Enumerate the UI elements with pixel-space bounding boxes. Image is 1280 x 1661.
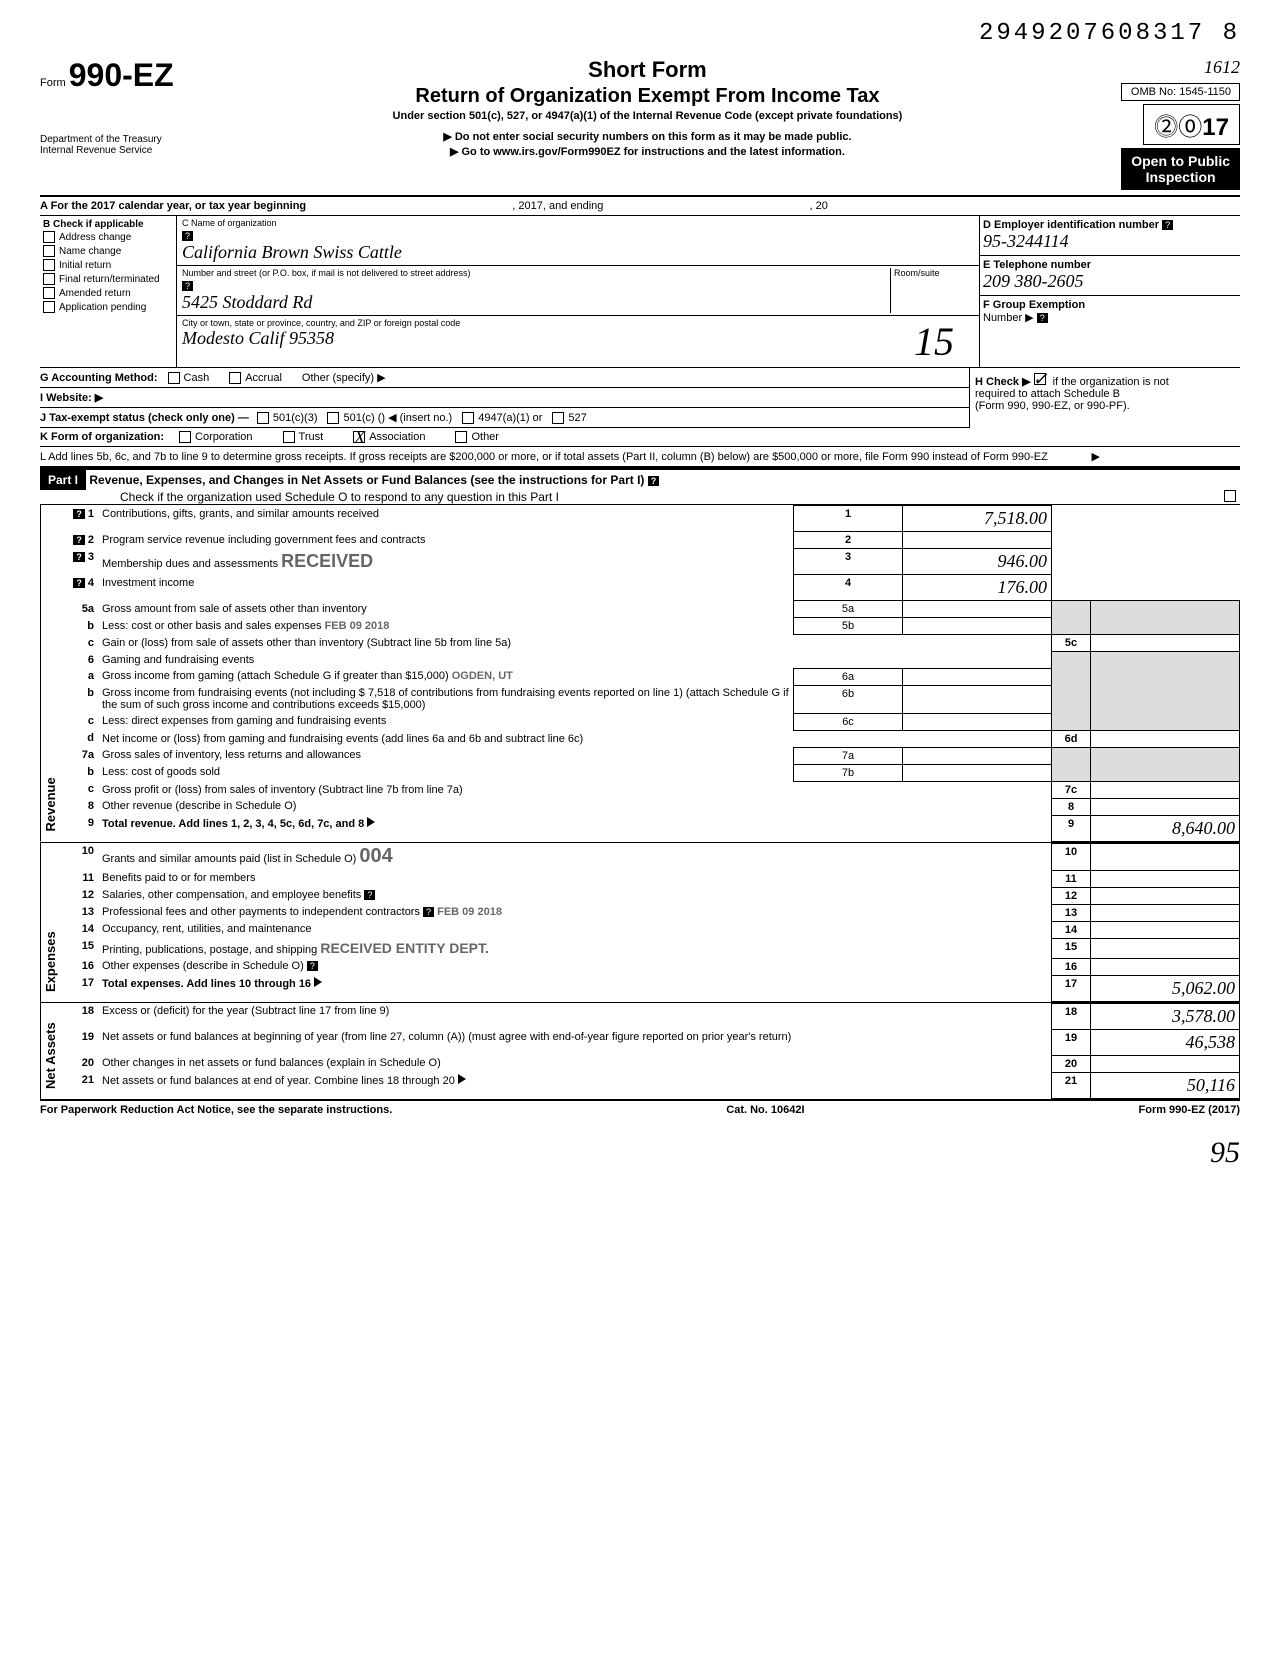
section-k-form-org: K Form of organization: Corporation Trus…: [40, 428, 1240, 447]
addr-label: Number and street (or P.O. box, if mail …: [182, 268, 890, 278]
top-document-number: 2949207608317 8: [40, 20, 1240, 47]
org-name-label: C Name of organization: [182, 218, 974, 228]
subtitle-section: Under section 501(c), 527, or 4947(a)(1)…: [194, 110, 1102, 122]
net-assets-section: Net Assets 18Excess or (deficit) for the…: [40, 1003, 1240, 1101]
footer-cat-no: Cat. No. 10642I: [726, 1104, 804, 1116]
checkbox-address-change[interactable]: [43, 231, 55, 243]
checkbox-amended[interactable]: [43, 287, 55, 299]
revenue-label: Revenue: [40, 505, 60, 842]
checkbox-trust[interactable]: [283, 431, 295, 443]
section-a-tax-year: A For the 2017 calendar year, or tax yea…: [40, 197, 1240, 216]
form-number-block: Form 990-EZ Department of the Treasury I…: [40, 57, 174, 156]
checkbox-name-change[interactable]: [43, 245, 55, 257]
checkbox-sched-o[interactable]: [1224, 490, 1236, 502]
checkbox-final-return[interactable]: [43, 273, 55, 285]
page-footer: For Paperwork Reduction Act Notice, see …: [40, 1101, 1240, 1116]
footer-paperwork: For Paperwork Reduction Act Notice, see …: [40, 1104, 392, 1116]
form-header: Form 990-EZ Department of the Treasury I…: [40, 57, 1240, 197]
expenses-section: Expenses 10Grants and similar amounts pa…: [40, 843, 1240, 1003]
ein-label: D Employer identification number: [983, 219, 1159, 231]
expenses-label: Expenses: [40, 843, 60, 1002]
checkbox-501c[interactable]: [327, 412, 339, 424]
checkbox-accrual[interactable]: [229, 372, 241, 384]
title-return: Return of Organization Exempt From Incom…: [194, 85, 1102, 108]
tel-label: E Telephone number: [983, 259, 1091, 271]
header-right: 1612 OMB No: 1545-1150 ⓶⓪201717 Open to …: [1121, 57, 1240, 190]
room-label: Room/suite: [894, 268, 974, 278]
dept-treasury: Department of the Treasury: [40, 134, 174, 145]
section-h: H Check ▶ ✓ if the organization is not r…: [969, 368, 1240, 428]
revenue-section: Revenue ? 1Contributions, gifts, grants,…: [40, 505, 1240, 843]
checkbox-other-org[interactable]: [455, 431, 467, 443]
info-grid: B Check if applicable Address change Nam…: [40, 216, 1240, 368]
part-1-label: Part I: [40, 470, 86, 490]
checkbox-501c3[interactable]: [257, 412, 269, 424]
section-j-tax-status: J Tax-exempt status (check only one) — 5…: [40, 408, 969, 428]
checkbox-pending[interactable]: [43, 301, 55, 313]
subtitle-url: ▶ Go to www.irs.gov/Form990EZ for instru…: [194, 145, 1102, 158]
part-1-header: Part I Revenue, Expenses, and Changes in…: [40, 468, 1240, 505]
form-prefix: Form: [40, 77, 66, 89]
section-d-ein: D Employer identification number ? 95-32…: [980, 216, 1240, 367]
footer-form-ref: Form 990-EZ (2017): [1139, 1104, 1240, 1116]
section-i-website: I Website: ▶: [40, 388, 969, 408]
checkbox-association[interactable]: X: [353, 431, 365, 443]
org-name-value: California Brown Swiss Cattle: [182, 242, 974, 263]
subtitle-ssn: ▶ Do not enter social security numbers o…: [194, 130, 1102, 143]
net-assets-table: 18Excess or (deficit) for the year (Subt…: [60, 1003, 1240, 1099]
checkbox-527[interactable]: [552, 412, 564, 424]
open-to-public: Open to Public Inspection: [1121, 148, 1240, 190]
checkbox-cash[interactable]: [168, 372, 180, 384]
bottom-handwritten: 95: [40, 1136, 1240, 1170]
part-1-title: Revenue, Expenses, and Changes in Net As…: [89, 473, 644, 487]
form-number: 990-EZ: [69, 57, 174, 93]
help-icon: ?: [1037, 313, 1048, 323]
checkbox-4947[interactable]: [462, 412, 474, 424]
city-label: City or town, state or province, country…: [182, 318, 894, 328]
omb-number: OMB No: 1545-1150: [1121, 83, 1240, 101]
big-number: 15: [894, 318, 974, 365]
revenue-table: ? 1Contributions, gifts, grants, and sim…: [60, 505, 1240, 842]
section-l: L Add lines 5b, 6c, and 7b to line 9 to …: [40, 447, 1240, 468]
checkbox-corporation[interactable]: [179, 431, 191, 443]
help-icon: ?: [648, 476, 660, 486]
tax-year: ⓶⓪201717: [1143, 104, 1240, 145]
group-exemption-num: Number ▶: [983, 312, 1034, 324]
section-b-header: B Check if applicable: [43, 219, 144, 230]
help-icon: ?: [182, 231, 193, 241]
handwritten-top: 1612: [1121, 57, 1240, 78]
tel-value: 209 380-2605: [983, 271, 1237, 292]
help-icon: ?: [182, 281, 193, 291]
group-exemption-label: F Group Exemption: [983, 299, 1085, 311]
expenses-table: 10Grants and similar amounts paid (list …: [60, 843, 1240, 1002]
section-b-checkboxes: B Check if applicable Address change Nam…: [40, 216, 177, 367]
ein-value: 95-3244114: [983, 231, 1237, 252]
irs-label: Internal Revenue Service: [40, 145, 174, 156]
header-center: Short Form Return of Organization Exempt…: [174, 57, 1122, 160]
title-short-form: Short Form: [194, 57, 1102, 83]
section-c-org-info: C Name of organization ? California Brow…: [177, 216, 980, 367]
net-assets-label: Net Assets: [40, 1003, 60, 1099]
help-icon: ?: [1162, 220, 1173, 230]
city-value: Modesto Calif 95358: [182, 328, 894, 349]
checkbox-sched-b[interactable]: ✓: [1034, 373, 1046, 385]
addr-value: 5425 Stoddard Rd: [182, 292, 890, 313]
section-g-accounting: G Accounting Method: Cash Accrual Other …: [40, 368, 969, 388]
checkbox-initial-return[interactable]: [43, 259, 55, 271]
